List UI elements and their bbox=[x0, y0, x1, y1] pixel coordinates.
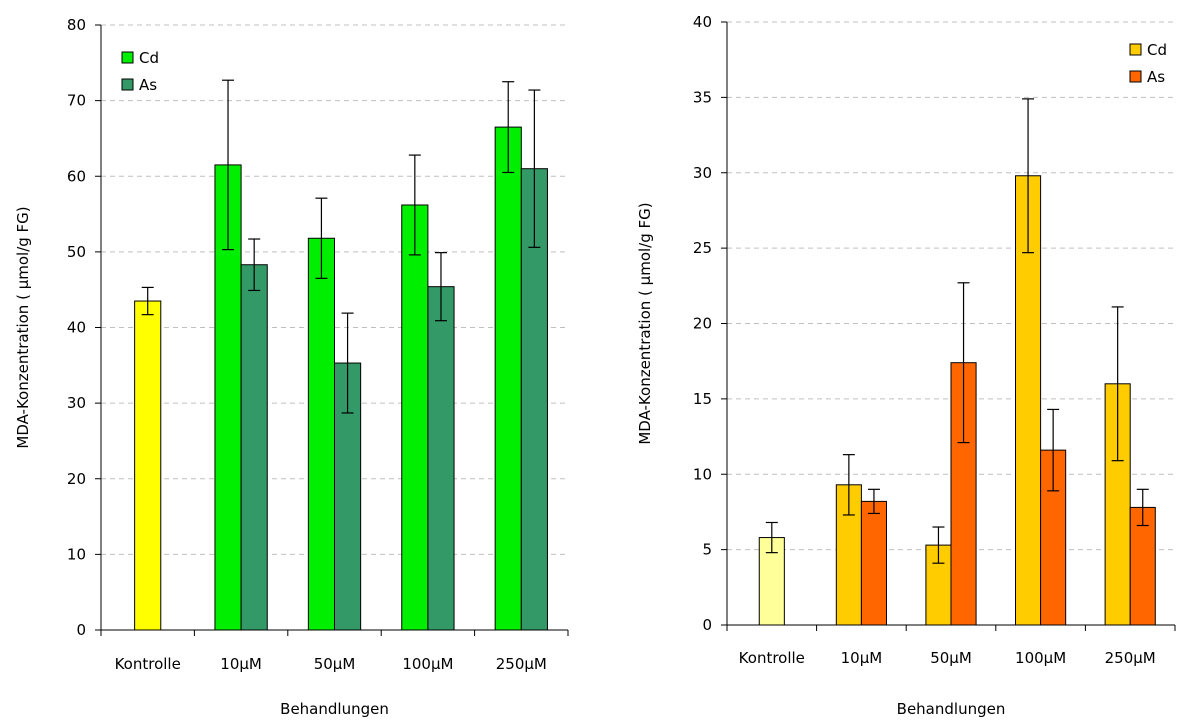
legend-swatch-cd bbox=[1129, 43, 1142, 56]
y-tick-label: 50 bbox=[67, 243, 86, 261]
legend-label-cd: Cd bbox=[1147, 41, 1167, 59]
legend-label-as: As bbox=[1147, 68, 1165, 86]
y-tick-label: 15 bbox=[693, 390, 712, 408]
chart-1: 0 10 20 30 40 50 60 70 80 Kontrolle 10µM 50µM 100µM 2… bbox=[14, 16, 569, 718]
x-axis-title: Behandlungen bbox=[897, 700, 1006, 718]
x-tick-label: 250µM bbox=[1105, 649, 1156, 667]
y-tick-label: 10 bbox=[693, 465, 712, 483]
x-tick-label: Kontrolle bbox=[115, 655, 181, 673]
y-tick-label: 40 bbox=[67, 319, 86, 337]
legend-label-as: As bbox=[139, 76, 157, 94]
x-tick-label: 100µM bbox=[402, 655, 453, 673]
x-tick-label: 10µM bbox=[220, 655, 262, 673]
legend: Cd As bbox=[121, 49, 159, 94]
legend-swatch-as bbox=[121, 78, 134, 91]
y-tick-label: 30 bbox=[67, 394, 86, 412]
bar-as bbox=[427, 286, 455, 631]
x-tick-label: 10µM bbox=[841, 649, 883, 667]
x-tick-label: 50µM bbox=[930, 649, 972, 667]
y-tick-label: 10 bbox=[67, 545, 86, 563]
legend: Cd As bbox=[1129, 41, 1167, 86]
x-tick-label: 250µM bbox=[496, 655, 547, 673]
legend-swatch-as bbox=[1129, 70, 1142, 83]
x-tick-label: Kontrolle bbox=[739, 649, 805, 667]
y-tick-label: 30 bbox=[693, 164, 712, 182]
x-axis-title: Behandlungen bbox=[280, 700, 389, 718]
y-axis-title: MDA-Konzentration ( µmol/g FG) bbox=[636, 202, 654, 444]
bar-cd bbox=[401, 204, 429, 631]
bar-as bbox=[860, 500, 887, 626]
bar-cd bbox=[307, 237, 335, 631]
y-tick-label: 70 bbox=[67, 92, 86, 110]
bar-as bbox=[240, 264, 268, 631]
y-tick-label: 5 bbox=[702, 541, 712, 559]
y-tick-label: 80 bbox=[67, 16, 86, 34]
x-tick-label: 100µM bbox=[1015, 649, 1066, 667]
y-tick-label: 25 bbox=[693, 239, 712, 257]
bar-control bbox=[134, 300, 162, 631]
y-tick-label: 0 bbox=[76, 621, 86, 639]
legend-label-cd: Cd bbox=[139, 49, 159, 67]
y-tick-label: 20 bbox=[67, 470, 86, 488]
y-axis-title: MDA-Konzentration ( µmol/g FG) bbox=[14, 206, 32, 448]
chart-2: 0 5 10 15 20 25 30 35 40 Kontrolle 10µM 50µM 100µM 25… bbox=[636, 13, 1176, 718]
legend-swatch-cd bbox=[121, 51, 134, 64]
y-tick-label: 20 bbox=[693, 315, 712, 333]
y-tick-label: 40 bbox=[693, 13, 712, 31]
y-tick-label: 60 bbox=[67, 167, 86, 185]
x-tick-label: 50µM bbox=[314, 655, 356, 673]
y-tick-label: 35 bbox=[693, 88, 712, 106]
bar-cd bbox=[494, 126, 522, 631]
y-tick-label: 0 bbox=[702, 616, 712, 634]
